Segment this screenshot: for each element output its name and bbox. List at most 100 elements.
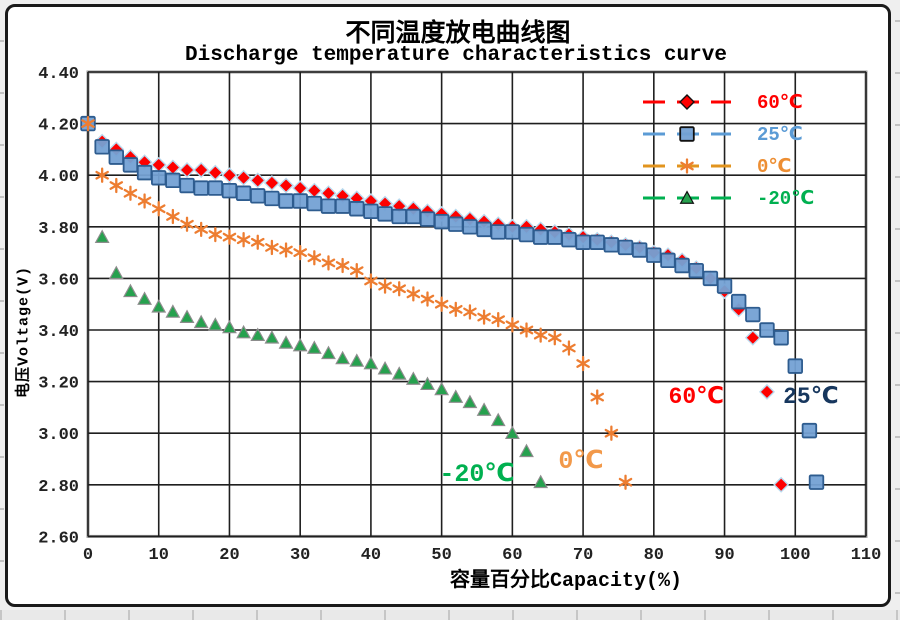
data-point-square bbox=[504, 224, 521, 240]
data-point-triangle bbox=[476, 402, 492, 416]
data-point-asterisk bbox=[208, 230, 223, 239]
x-tick-label: 90 bbox=[714, 546, 734, 565]
data-point-triangle bbox=[434, 381, 450, 396]
data-point-square bbox=[136, 164, 153, 181]
chart-subtitle: Discharge temperature characteristics cu… bbox=[185, 44, 727, 67]
data-point-asterisk bbox=[265, 243, 279, 252]
data-point-triangle bbox=[363, 355, 379, 370]
data-point-square bbox=[419, 211, 436, 227]
data-point-asterisk bbox=[250, 237, 265, 247]
data-point-diamond bbox=[758, 383, 775, 400]
data-point-square bbox=[179, 177, 195, 194]
data-point-square bbox=[617, 239, 634, 256]
data-point-diamond bbox=[193, 162, 210, 179]
data-point-square bbox=[433, 213, 450, 230]
y-tick-label: 4.40 bbox=[38, 65, 79, 84]
data-point-asterisk bbox=[349, 266, 364, 276]
data-point-square bbox=[221, 182, 238, 199]
x-tick-label: 20 bbox=[219, 546, 239, 565]
legend-label--20c: -20℃ bbox=[757, 187, 815, 210]
data-point-diamond bbox=[150, 156, 167, 173]
data-point-square bbox=[292, 193, 308, 209]
data-point-square bbox=[165, 172, 181, 189]
data-point-square bbox=[94, 139, 110, 155]
annotation-60℃: 60℃ bbox=[669, 384, 724, 410]
data-point-asterisk bbox=[519, 325, 534, 335]
data-point-square bbox=[679, 126, 695, 142]
x-tick-label: 60 bbox=[502, 546, 522, 565]
data-point-diamond bbox=[278, 177, 295, 194]
data-point-square bbox=[589, 234, 605, 250]
data-point-square bbox=[122, 157, 139, 173]
data-point-triangle bbox=[335, 350, 351, 365]
data-point-square bbox=[660, 252, 676, 269]
data-point-square bbox=[575, 234, 591, 250]
data-point-triangle bbox=[278, 335, 294, 349]
data-point-asterisk bbox=[364, 276, 378, 286]
x-axis-label: 容量百分比Capacity(%) bbox=[449, 570, 683, 593]
data-point-triangle bbox=[391, 366, 407, 380]
data-point-asterisk bbox=[137, 196, 152, 206]
data-point-diamond bbox=[235, 169, 252, 186]
y-tick-label: 2.80 bbox=[38, 478, 79, 497]
legend-marker bbox=[679, 190, 695, 204]
data-point-square bbox=[377, 206, 393, 222]
data-point-square bbox=[334, 198, 351, 214]
data-point-asterisk bbox=[123, 188, 138, 198]
y-tick-label: 3.20 bbox=[38, 375, 79, 394]
data-point-triangle bbox=[123, 283, 138, 298]
data-point-triangle bbox=[94, 229, 110, 243]
data-point-square bbox=[207, 180, 224, 196]
y-tick-labels: 4.40 4.20 4.00 3.80 3.60 3.40 3.20 3.00 2.80 2.60 bbox=[38, 65, 79, 548]
x-tick-label: 50 bbox=[431, 546, 451, 565]
x-tick-label: 80 bbox=[644, 546, 664, 565]
data-point-asterisk bbox=[576, 359, 590, 368]
data-point-asterisk bbox=[236, 235, 251, 245]
data-point-triangle bbox=[519, 443, 534, 458]
data-point-asterisk bbox=[590, 392, 605, 402]
legend-label-0c: 0℃ bbox=[757, 155, 792, 178]
data-point-asterisk bbox=[293, 248, 307, 258]
data-point-diamond bbox=[263, 174, 280, 191]
annotation-25℃: 25℃ bbox=[783, 384, 838, 410]
legend: 60℃ 25℃ 0℃ -20℃ bbox=[641, 86, 814, 214]
data-point-diamond bbox=[773, 476, 790, 493]
y-tick-label: 3.40 bbox=[38, 323, 79, 342]
data-point-asterisk bbox=[194, 224, 208, 234]
legend-item-25c: 25℃ bbox=[641, 118, 814, 150]
data-point-asterisk bbox=[81, 119, 95, 128]
data-point-diamond bbox=[320, 185, 337, 202]
data-point-square bbox=[462, 219, 478, 235]
data-point-asterisk bbox=[307, 253, 322, 263]
data-point-diamond bbox=[249, 172, 266, 189]
data-point-asterisk bbox=[151, 204, 166, 214]
data-point-square bbox=[688, 262, 704, 279]
data-point-triangle bbox=[165, 304, 181, 318]
data-point-square bbox=[518, 226, 535, 243]
data-point-asterisk bbox=[222, 232, 237, 242]
data-point-square bbox=[193, 180, 209, 196]
y-tick-label: 4.00 bbox=[38, 168, 79, 187]
data-point-square bbox=[674, 257, 690, 274]
data-point-square bbox=[391, 208, 407, 225]
x-tick-label: 0 bbox=[83, 546, 93, 565]
data-point-diamond bbox=[221, 167, 238, 184]
annotation-0℃: 0℃ bbox=[558, 447, 603, 476]
data-point-triangle bbox=[679, 190, 695, 204]
data-point-diamond bbox=[164, 159, 181, 176]
data-point-square bbox=[808, 474, 825, 490]
series-25c bbox=[80, 115, 825, 490]
data-point-square bbox=[646, 247, 662, 263]
data-point-square bbox=[405, 208, 422, 225]
data-point-asterisk bbox=[321, 258, 336, 268]
legend-item-0c: 0℃ bbox=[641, 150, 814, 182]
data-point-asterisk bbox=[392, 284, 406, 294]
series-0c bbox=[81, 115, 633, 490]
data-point-asterisk bbox=[505, 320, 520, 330]
data-point-asterisk bbox=[279, 245, 293, 255]
data-point-asterisk bbox=[548, 333, 562, 343]
data-point-square bbox=[773, 330, 789, 346]
data-point-triangle bbox=[151, 299, 167, 313]
